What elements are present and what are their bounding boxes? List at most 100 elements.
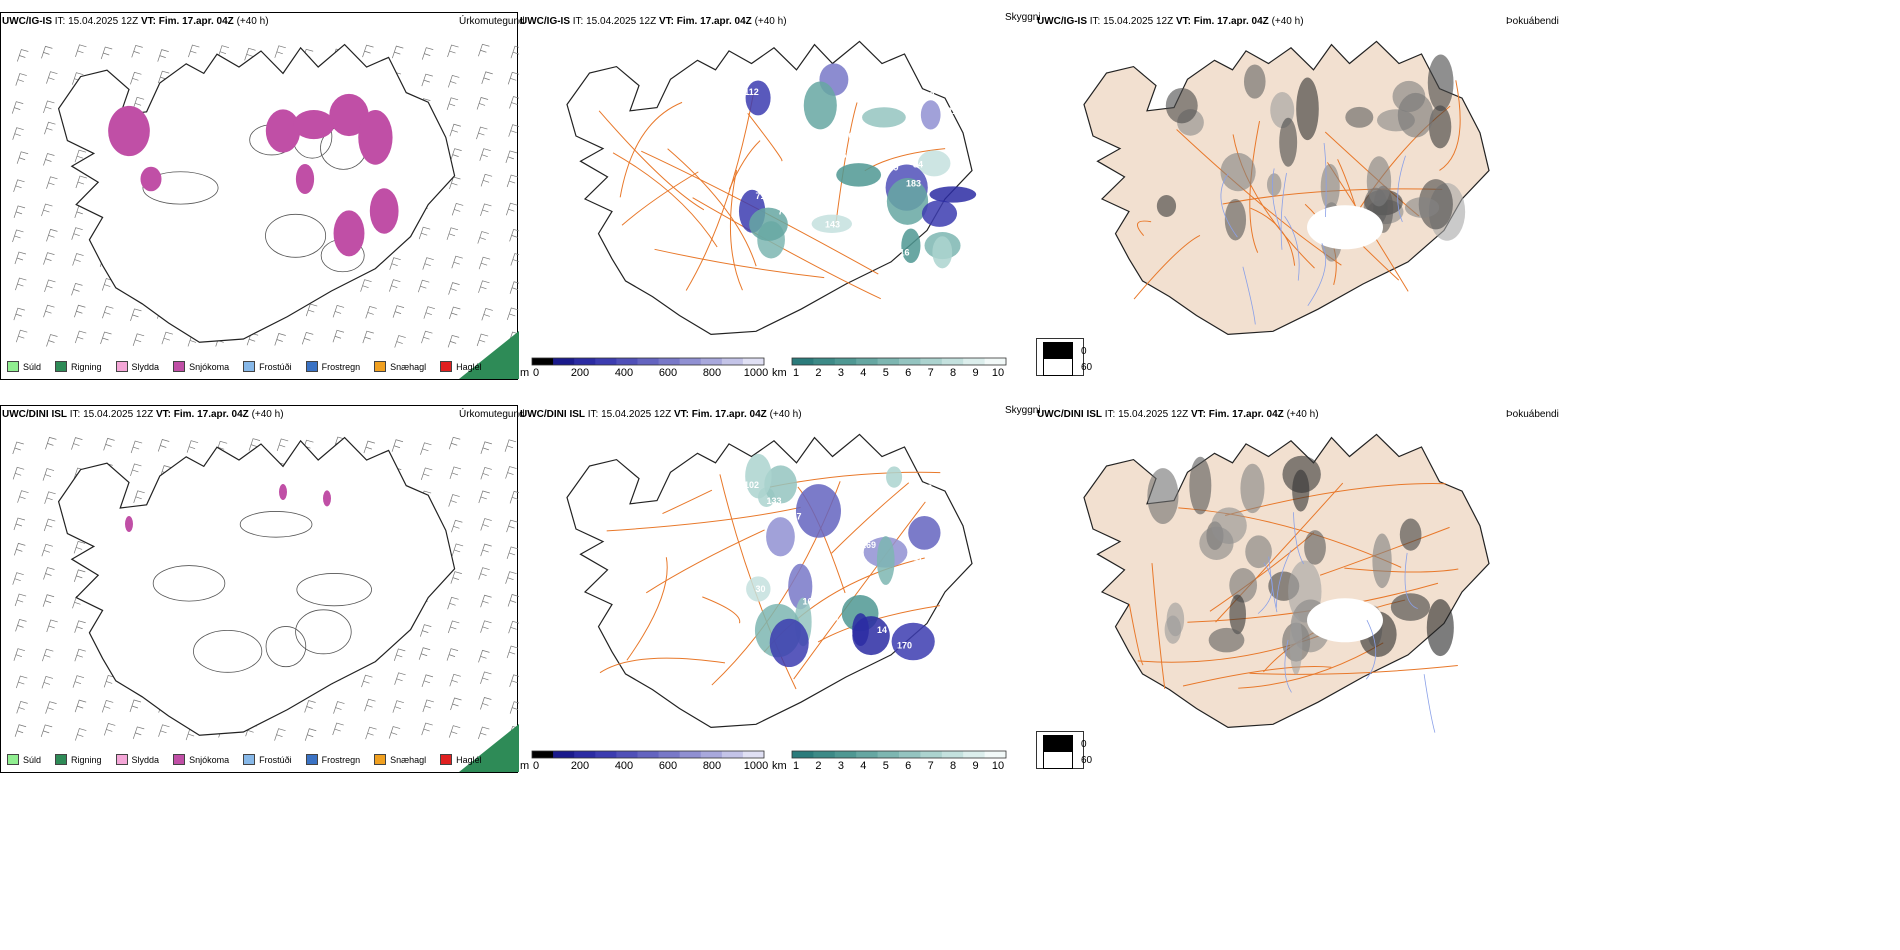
wind-barb [42,594,55,607]
visibility-value: 123 [933,568,948,578]
wind-barb [17,49,29,62]
fog-cell [1220,152,1256,192]
wind-barb [362,44,374,58]
glacier-outline [265,626,307,668]
colorbar-tick-label: 1000 [744,760,768,772]
wind-barb [132,333,145,346]
river [1307,243,1327,307]
fog-cell [1320,163,1340,211]
wind-barb [14,251,27,265]
visibility-value: 140 [847,235,862,245]
wind-barb [74,330,87,344]
wind-barb [422,699,434,713]
fog-cell [1366,156,1392,207]
wind-barb [505,150,517,163]
wind-barb [73,569,86,582]
visibility-labels: 102 11 14 149 169 133 123 170 169 357 97 30 33 [744,480,948,651]
wind-barb [480,441,492,454]
colorbar-segment [532,751,554,758]
visibility-panel-row2: 102 11 14 149 169 133 123 170 169 357 97 30 33 [519,405,1034,773]
colorbar-segment [616,751,638,758]
colorbar-segment [658,751,681,758]
wind-barb [509,96,519,109]
visibility-map-row2: 102 11 14 149 169 133 123 170 169 357 97 30 33 [566,433,973,729]
colorbar-tick-label: 200 [571,367,589,379]
colorbar-tick-label: 1000 [744,367,768,379]
header-fog-row1: UWC/IG-IS IT: 15.04.2025 12Z VT: Fim. 17… [1037,16,1304,27]
visibility-cell [932,236,953,269]
header-fog-row2: UWC/DINI ISL IT: 15.04.2025 12Z VT: Fim.… [1037,409,1319,420]
fog-cell [1279,117,1298,167]
road [606,506,801,532]
wind-barb [446,227,459,240]
colorbar-unit: m [520,760,529,772]
colorbar-segment [792,751,814,758]
legend-item: Frostregn [305,754,360,765]
wind-barb [507,594,519,607]
glacier-clear [1307,598,1383,643]
colorbar-segment [574,751,596,758]
wind-barb [449,673,461,687]
legend-label: Frostúði [259,754,292,765]
wind-barb [420,467,433,481]
glacier-outline [295,609,352,655]
visibility-cell [788,563,813,610]
wind-barb [476,97,489,110]
wind-barb [71,227,83,240]
road [1249,120,1261,253]
wind-barb [480,543,492,557]
colorbar-segment [742,751,765,758]
wind-barb [447,44,459,58]
wind-barb [506,519,518,533]
wind-barb [100,331,112,345]
precip-type-map-row1 [11,43,519,379]
colorbar-unit: km [772,760,787,772]
wind-barb [45,436,57,450]
wind-barb [421,722,433,736]
road [1151,563,1166,689]
legend-swatch [173,754,186,765]
wind-barb [506,645,519,659]
wind-barb [157,439,170,452]
fog-cell [1428,105,1452,149]
wind-barb [448,725,461,738]
precip-type-map-row2 [12,436,519,772]
visibility-value: 16 [836,150,846,160]
colorbar-segment [700,358,723,365]
road [1136,220,1152,236]
wind-barb [449,306,461,320]
colorbar-segment [595,358,617,365]
colorbar-segment [532,358,554,365]
wind-barb [394,672,406,685]
fog-cell [1404,197,1440,218]
road [645,529,765,594]
wind-barb [101,699,114,713]
visibility-cell [920,100,941,130]
wind-barb [478,43,490,57]
wind-barb [421,330,433,344]
road [1232,134,1315,269]
colorbar-tick-label: 1 [793,760,799,772]
wind-barb [132,726,145,739]
wind-barb [46,71,58,84]
wind-barb [421,47,434,60]
wind-barb [12,229,24,243]
wind-barb [418,647,431,660]
wind-barb [44,491,56,504]
road [1182,665,1332,687]
wind-barb [447,596,459,610]
wind-barb [448,436,461,450]
visibility-value: 79 [778,207,788,217]
colorbar-segment [679,751,702,758]
wind-barb [391,45,404,59]
colorbar-segment [984,751,1007,758]
wind-barb [507,71,519,85]
visibility-cell [795,484,841,538]
colorbar-frame [791,750,1007,759]
river [1365,619,1377,680]
wind-barb [417,279,430,293]
wind-barb [391,439,404,452]
snow-area [108,105,150,157]
legend-label: Rigning [71,754,102,765]
wind-barb [510,45,519,59]
